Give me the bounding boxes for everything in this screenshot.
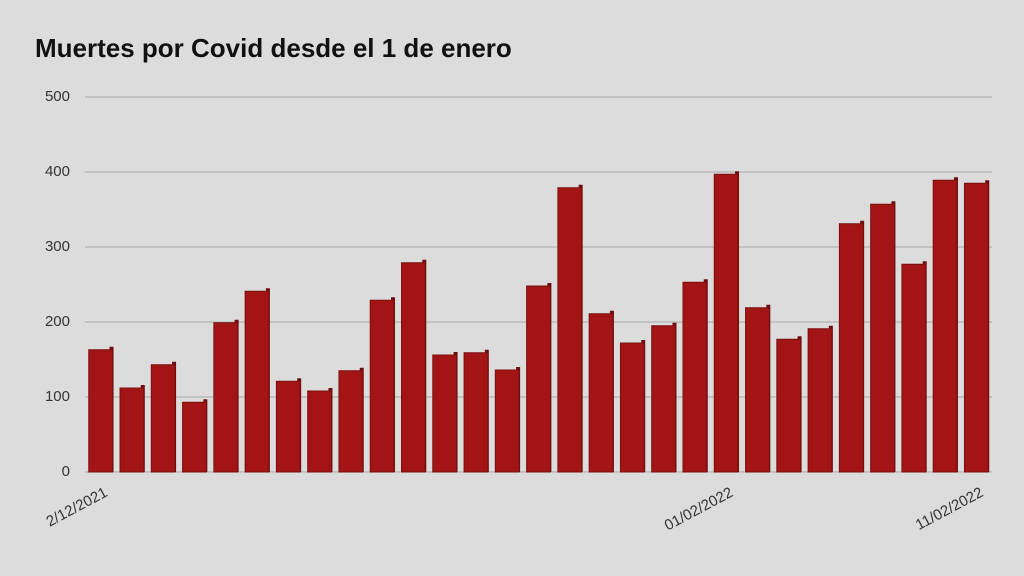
bar [150, 364, 176, 473]
bar [745, 307, 770, 473]
bar [401, 262, 426, 473]
bar [776, 338, 802, 473]
bar [338, 370, 364, 473]
y-tick-label: 400 [45, 163, 70, 180]
bar [526, 285, 551, 473]
bar [838, 223, 864, 473]
bar [619, 342, 645, 473]
bar [901, 263, 927, 473]
bar [463, 352, 489, 473]
bar [682, 281, 708, 473]
y-tick-label: 0 [62, 463, 70, 480]
bar [88, 349, 114, 473]
y-tick-label: 100 [45, 388, 70, 405]
bar [932, 179, 958, 473]
bar [119, 387, 145, 473]
bar [244, 290, 270, 473]
bar [713, 173, 739, 473]
y-tick-label: 200 [45, 313, 70, 330]
y-tick-label: 500 [45, 88, 70, 105]
bar [651, 325, 676, 473]
bar [494, 369, 520, 473]
bar [182, 401, 207, 473]
chart-title: Muertes por Covid desde el 1 de enero [35, 33, 512, 63]
bar [588, 313, 614, 473]
bar [807, 328, 833, 473]
bar [369, 299, 395, 473]
bar [963, 182, 989, 473]
bar [432, 354, 458, 473]
bar [870, 203, 895, 473]
bar [307, 390, 332, 473]
bar [275, 380, 301, 473]
y-tick-label: 300 [45, 238, 70, 255]
bar [213, 322, 239, 473]
bar [557, 187, 583, 473]
